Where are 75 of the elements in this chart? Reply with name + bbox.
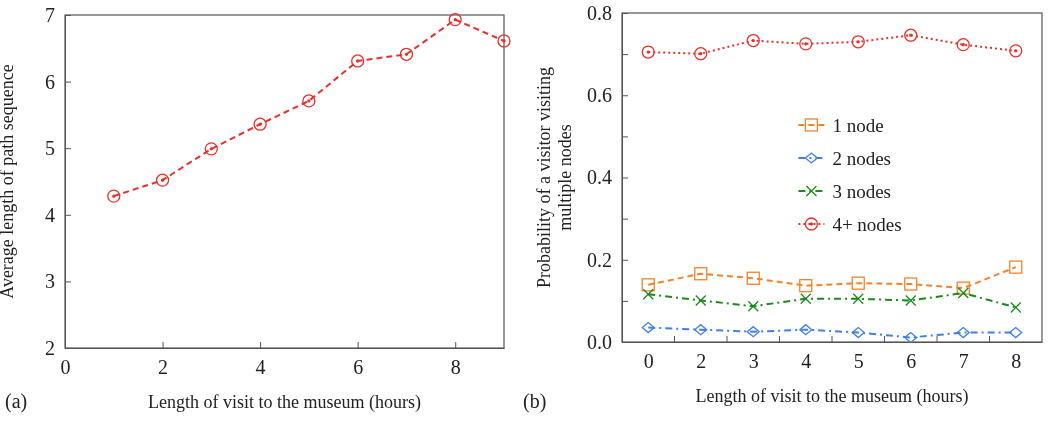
y-tick-label: 3 xyxy=(45,270,55,293)
legend-label: 1 node xyxy=(832,115,884,136)
point xyxy=(956,38,970,52)
x-tick-label: 6 xyxy=(353,356,364,379)
point xyxy=(746,326,760,338)
point xyxy=(904,277,918,291)
point xyxy=(747,300,759,312)
point xyxy=(746,33,760,48)
point xyxy=(851,276,865,290)
point xyxy=(1009,44,1023,58)
point xyxy=(957,287,969,299)
point xyxy=(351,54,365,68)
y-tick-label: 6 xyxy=(45,70,55,93)
text: (a) xyxy=(5,390,28,413)
point xyxy=(155,173,170,187)
point xyxy=(956,281,970,295)
x-tick-label: 3 xyxy=(748,350,759,373)
x-tick-label: 4 xyxy=(255,356,266,379)
x-axis-title: Length of visit to the museum (hours) xyxy=(148,392,421,413)
y-tick-label: 5 xyxy=(45,137,55,160)
legend-label: 4+ nodes xyxy=(832,214,902,235)
y-axis-title: Probability of a visitor visiting multiple nodes xyxy=(534,67,575,288)
point xyxy=(448,13,462,27)
point xyxy=(694,324,708,336)
x-axis-title: Length of visit to the museum (hours) xyxy=(695,386,969,407)
point xyxy=(694,47,708,61)
point xyxy=(694,267,708,281)
point xyxy=(695,294,707,307)
y-tick-label: 2 xyxy=(45,336,55,359)
y-tick-label: 0.2 xyxy=(587,248,612,271)
point xyxy=(799,37,813,51)
point xyxy=(799,279,813,293)
point xyxy=(746,271,760,285)
x-tick-label: 6 xyxy=(906,350,917,373)
point xyxy=(904,331,918,344)
point xyxy=(905,294,917,307)
x-tick-label: 8 xyxy=(1011,350,1022,373)
point xyxy=(1009,260,1023,274)
x-tick-label: 2 xyxy=(696,350,707,373)
point xyxy=(253,117,267,131)
point xyxy=(799,324,813,336)
x-tick-label: 4 xyxy=(801,350,812,373)
point xyxy=(641,45,655,59)
point xyxy=(852,293,864,305)
y-tick-label: 0.0 xyxy=(587,330,612,353)
y-tick-label: 0.8 xyxy=(587,1,612,24)
point xyxy=(851,35,865,49)
point xyxy=(641,278,655,292)
x-tick-label: 2 xyxy=(158,356,169,379)
point xyxy=(641,321,655,334)
text: (b) xyxy=(523,390,547,413)
point xyxy=(399,47,414,61)
legend-label: 2 nodes xyxy=(832,148,891,169)
point xyxy=(851,326,865,339)
point xyxy=(1009,326,1023,339)
y-axis-title: Average length of path sequence xyxy=(0,64,17,299)
y-tick-label: 0.4 xyxy=(587,166,612,189)
y-tick-label: 4 xyxy=(45,203,55,226)
x-tick-label: 0 xyxy=(643,350,654,373)
x-tick-label: 7 xyxy=(958,350,969,373)
point xyxy=(642,288,654,300)
x-tick-label: 8 xyxy=(450,356,461,379)
legend-label: 3 nodes xyxy=(832,181,891,202)
point xyxy=(204,142,218,156)
x-tick-label: 0 xyxy=(60,356,71,379)
point xyxy=(107,189,121,203)
point xyxy=(302,94,316,108)
point xyxy=(497,34,511,48)
x-tick-label: 5 xyxy=(853,350,864,373)
point xyxy=(956,326,970,339)
y-tick-label: 7 xyxy=(45,3,55,26)
point xyxy=(800,293,812,305)
point xyxy=(1010,301,1022,314)
point xyxy=(904,28,918,42)
y-tick-label: 0.6 xyxy=(587,84,612,107)
